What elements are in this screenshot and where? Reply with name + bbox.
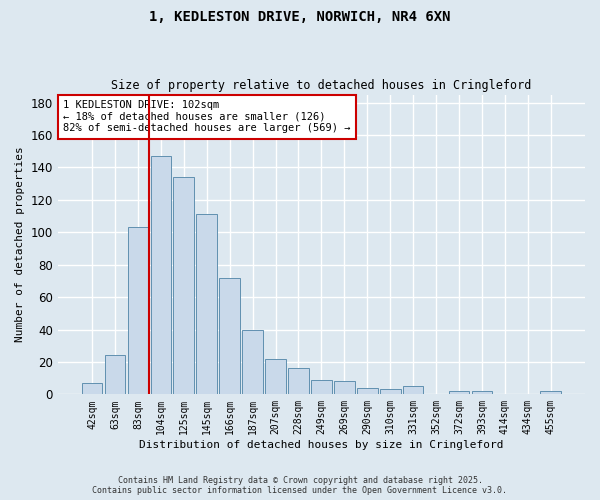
Y-axis label: Number of detached properties: Number of detached properties <box>15 146 25 342</box>
Bar <box>104 356 125 395</box>
Bar <box>541 391 561 394</box>
Bar <box>311 380 332 394</box>
Bar <box>449 391 469 394</box>
Text: 1 KEDLESTON DRIVE: 102sqm
← 18% of detached houses are smaller (126)
82% of semi: 1 KEDLESTON DRIVE: 102sqm ← 18% of detac… <box>64 100 351 134</box>
X-axis label: Distribution of detached houses by size in Cringleford: Distribution of detached houses by size … <box>139 440 503 450</box>
Bar <box>151 156 171 394</box>
Bar <box>173 177 194 394</box>
Bar <box>128 228 148 394</box>
Bar <box>357 388 377 394</box>
Bar <box>403 386 424 394</box>
Bar <box>472 391 492 394</box>
Bar <box>220 278 240 394</box>
Bar <box>265 358 286 394</box>
Bar <box>196 214 217 394</box>
Bar <box>380 390 401 394</box>
Text: Contains HM Land Registry data © Crown copyright and database right 2025.
Contai: Contains HM Land Registry data © Crown c… <box>92 476 508 495</box>
Bar <box>288 368 309 394</box>
Bar <box>82 383 103 394</box>
Bar <box>334 382 355 394</box>
Bar <box>242 330 263 394</box>
Text: 1, KEDLESTON DRIVE, NORWICH, NR4 6XN: 1, KEDLESTON DRIVE, NORWICH, NR4 6XN <box>149 10 451 24</box>
Title: Size of property relative to detached houses in Cringleford: Size of property relative to detached ho… <box>111 79 532 92</box>
